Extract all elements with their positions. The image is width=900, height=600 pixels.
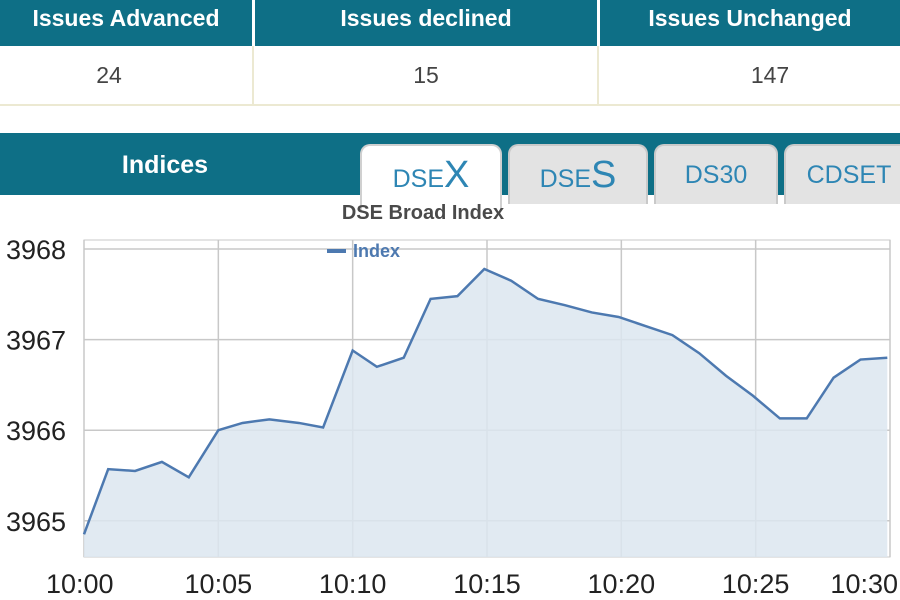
tab-ds30-label: DS30 (684, 161, 748, 189)
tab-dsex-prefix: DSE (392, 165, 445, 193)
x-tick-label: 10:10 (319, 569, 387, 599)
y-tick-label: 3966 (6, 416, 66, 446)
x-tick-label: 10:15 (453, 569, 521, 599)
tab-dsex-suffix: X (444, 154, 470, 196)
tab-cdset-label: CDSET (806, 161, 892, 189)
issues-declined-header: Issues declined (340, 5, 512, 31)
issues-advanced-value: 24 (96, 62, 122, 88)
header-divider (252, 0, 255, 46)
x-tick-label: 10:05 (185, 569, 253, 599)
x-tick-label: 10:20 (588, 569, 656, 599)
tab-dses-prefix: DSE (539, 165, 592, 193)
index-series-line (82, 267, 888, 535)
y-tick-label: 3968 (6, 235, 66, 265)
header-divider (597, 0, 600, 46)
chart-legend: Index (327, 241, 400, 261)
x-tick-label: 10:30 (830, 569, 898, 599)
tab-cdset[interactable]: CDSET (784, 144, 900, 204)
y-tick-label: 3965 (6, 507, 66, 537)
legend-label: Index (353, 241, 400, 261)
x-tick-label: 10:25 (722, 569, 790, 599)
tab-dses[interactable]: DSES (508, 144, 648, 204)
issues-declined-value: 15 (413, 62, 439, 88)
summary-values-row: 24 15 147 (0, 46, 900, 106)
indices-title: Indices (121, 151, 209, 179)
issues-advanced-header: Issues Advanced (32, 5, 220, 31)
y-tick-label: 3967 (6, 326, 66, 356)
dse-broad-index-chart: DSE Broad Index Index 3965 3966 3967 3968 10… (6, 202, 898, 599)
tab-dsex[interactable]: DSEX (360, 144, 502, 210)
index-area-fill (84, 268, 888, 557)
market-summary-table: Issues Advanced Issues declined Issues U… (0, 0, 900, 106)
tab-dses-suffix: S (591, 154, 617, 196)
summary-header-row: Issues Advanced Issues declined Issues U… (0, 0, 900, 46)
x-tick-label: 10:00 (46, 569, 114, 599)
row-divider (597, 46, 599, 104)
issues-unchanged-header: Issues Unchanged (648, 5, 852, 31)
axis-labels: 3965 3966 3967 3968 10:00 10:05 10:10 10:15 10:2… (6, 235, 898, 599)
issues-unchanged-value: 147 (750, 62, 790, 88)
row-divider (252, 46, 254, 104)
tab-ds30[interactable]: DS30 (654, 144, 778, 204)
chart-title: DSE Broad Index (342, 202, 504, 224)
